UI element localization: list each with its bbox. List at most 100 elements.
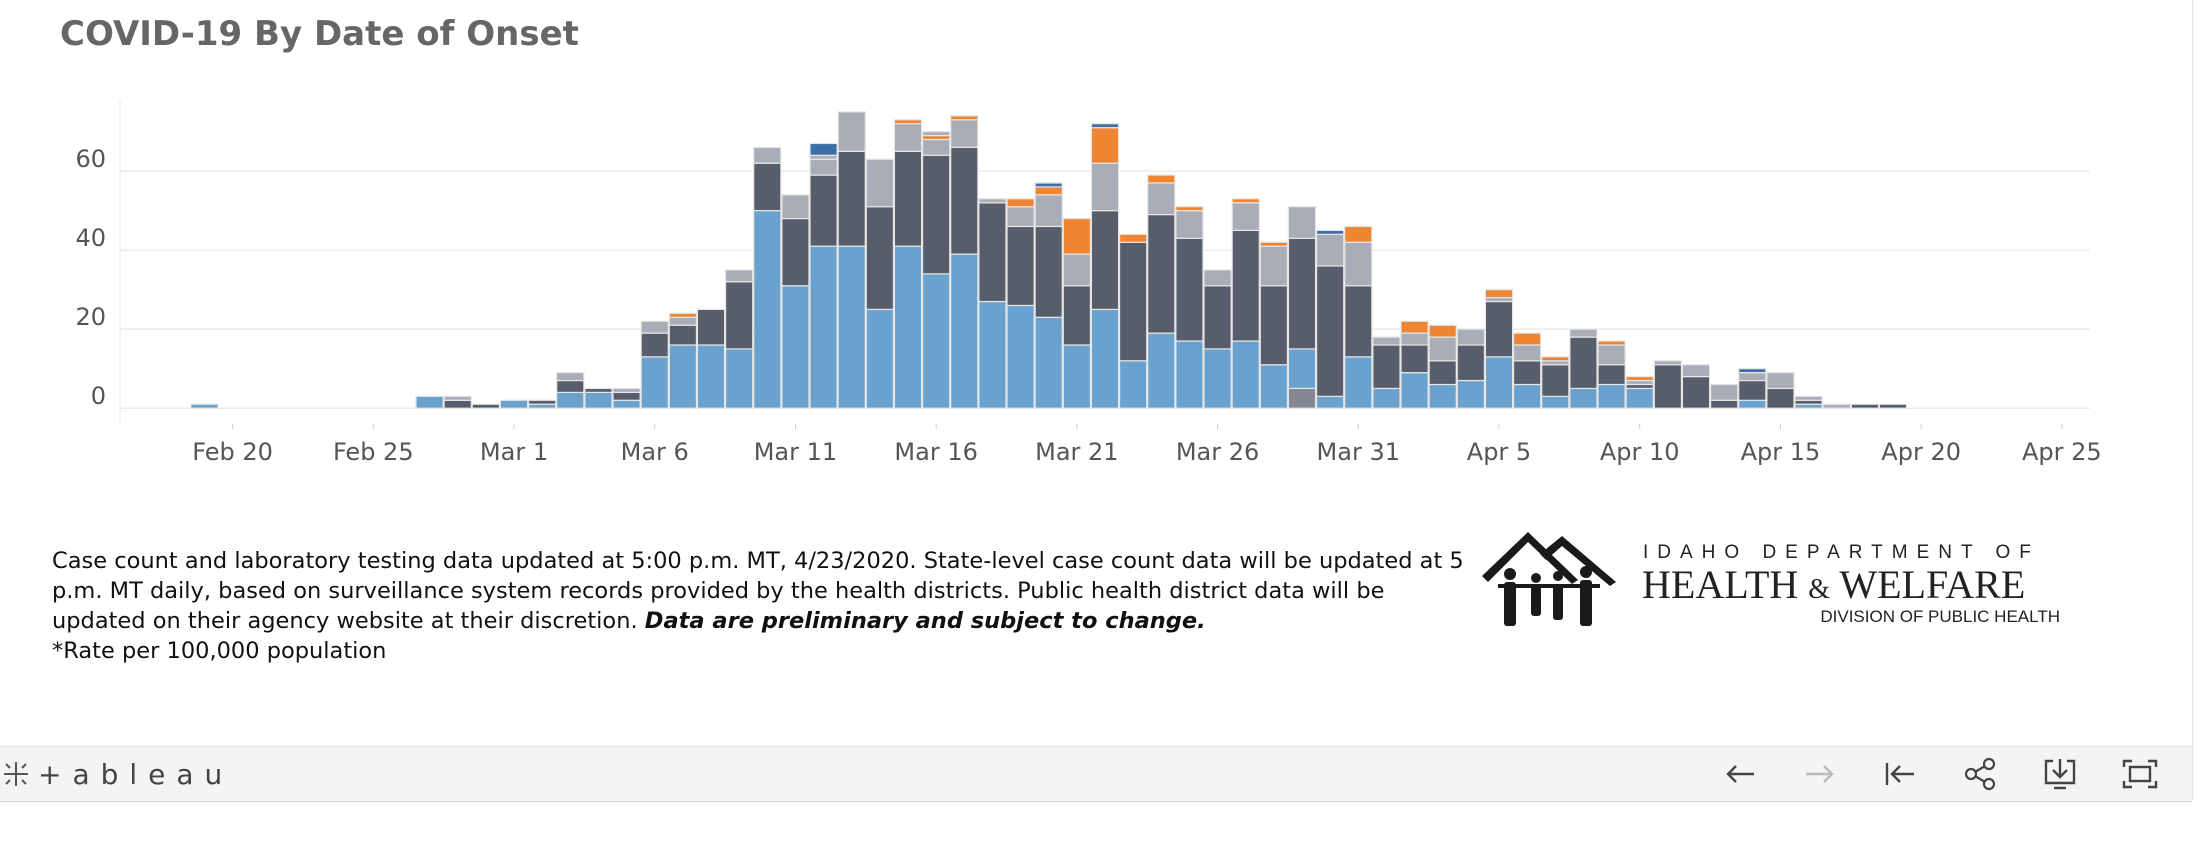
bar-segment[interactable] (1090, 210, 1120, 311)
bar-segment[interactable] (1062, 217, 1092, 255)
bar-segment[interactable] (612, 387, 641, 393)
bar-segment[interactable] (724, 269, 754, 283)
bar-segment[interactable] (1822, 403, 1851, 409)
bar-segment[interactable] (1766, 387, 1795, 409)
bar-segment[interactable] (753, 162, 782, 212)
bar-segment[interactable] (1062, 285, 1092, 346)
bar-segment[interactable] (1625, 375, 1654, 382)
bar-segment[interactable] (724, 281, 754, 350)
bar-segment[interactable] (1315, 233, 1345, 267)
bar-segment[interactable] (893, 123, 923, 152)
bar-segment[interactable] (668, 344, 698, 409)
bar-segment[interactable] (443, 395, 472, 401)
bar-segment[interactable] (1512, 383, 1542, 409)
bar-segment[interactable] (893, 245, 923, 409)
bar-segment[interactable] (1175, 340, 1204, 409)
bar-segment[interactable] (1259, 245, 1289, 287)
bar-segment[interactable] (471, 403, 501, 409)
bar-segment[interactable] (809, 158, 838, 176)
bar-segment[interactable] (1541, 356, 1570, 362)
bar-segment[interactable] (1456, 328, 1486, 346)
bar-segment[interactable] (753, 146, 782, 164)
bar-segment[interactable] (1850, 403, 1880, 409)
bar-segment[interactable] (1681, 364, 1711, 378)
bar-segment[interactable] (1203, 285, 1232, 350)
bar-segment[interactable] (556, 391, 585, 409)
bar-segment[interactable] (809, 174, 838, 247)
bar-segment[interactable] (837, 245, 866, 409)
bar-segment[interactable] (753, 210, 782, 409)
bar-segment[interactable] (668, 312, 698, 318)
bar-segment[interactable] (1569, 387, 1598, 409)
bar-segment[interactable] (1287, 348, 1317, 390)
bar-segment[interactable] (1766, 372, 1795, 390)
bar-segment[interactable] (1147, 213, 1176, 334)
bar-segment[interactable] (1400, 372, 1429, 409)
bar-segment[interactable] (893, 150, 923, 247)
download-icon[interactable] (2040, 755, 2080, 793)
bar-segment[interactable] (668, 316, 698, 326)
bar-segment[interactable] (1541, 364, 1570, 397)
bar-segment[interactable] (1062, 253, 1092, 287)
bar-segment[interactable] (724, 348, 754, 409)
bar-segment[interactable] (1259, 285, 1289, 366)
bar-segment[interactable] (1484, 356, 1514, 409)
bar-segment[interactable] (1484, 289, 1514, 299)
bar-segment[interactable] (921, 154, 951, 275)
bar-segment[interactable] (1512, 344, 1542, 362)
bar-segment[interactable] (1597, 383, 1626, 409)
bar-segment[interactable] (1315, 229, 1345, 235)
bar-segment[interactable] (1315, 395, 1345, 409)
bar-segment[interactable] (1034, 225, 1063, 318)
bar-segment[interactable] (1034, 182, 1063, 188)
undo-icon[interactable] (1720, 755, 1760, 793)
bar-segment[interactable] (1653, 360, 1683, 366)
bar-segment[interactable] (1231, 229, 1260, 342)
bar-segment[interactable] (921, 273, 951, 409)
bar-segment[interactable] (1569, 336, 1598, 390)
bar-segment[interactable] (1709, 383, 1739, 401)
bar-segment[interactable] (1738, 368, 1767, 374)
bar-segment[interactable] (1484, 300, 1514, 358)
bar-segment[interactable] (865, 206, 895, 311)
bar-segment[interactable] (1006, 198, 1035, 208)
bar-segment[interactable] (1118, 360, 1148, 409)
bar-segment[interactable] (1428, 360, 1457, 386)
bar-segment[interactable] (1118, 241, 1148, 362)
bar-segment[interactable] (1794, 395, 1823, 401)
bar-segment[interactable] (1569, 328, 1598, 338)
bar-segment[interactable] (1738, 399, 1767, 409)
bar-segment[interactable] (1175, 237, 1204, 342)
bar-segment[interactable] (556, 372, 585, 382)
bar-segment[interactable] (893, 119, 923, 125)
bar-segment[interactable] (950, 119, 979, 149)
bar-segment[interactable] (809, 245, 838, 409)
bar-segment[interactable] (1428, 383, 1457, 409)
bar-segment[interactable] (1541, 395, 1570, 409)
bar-segment[interactable] (1709, 399, 1739, 409)
bar-segment[interactable] (668, 324, 698, 346)
bar-segment[interactable] (1034, 186, 1063, 196)
bar-segment[interactable] (612, 399, 641, 409)
bar-segment[interactable] (499, 399, 529, 409)
bar-segment[interactable] (640, 332, 669, 358)
bar-segment[interactable] (978, 198, 1007, 204)
bar-segment[interactable] (556, 379, 585, 393)
bar-segment[interactable] (584, 391, 613, 409)
bar-segment[interactable] (781, 194, 810, 220)
bar-segment[interactable] (1681, 375, 1711, 409)
bar-segment[interactable] (1006, 304, 1035, 409)
bar-segment[interactable] (1400, 332, 1429, 346)
bar-segment[interactable] (1203, 269, 1232, 287)
bar-segment[interactable] (1372, 336, 1401, 346)
bar-segment[interactable] (865, 158, 895, 208)
bar-segment[interactable] (1090, 123, 1120, 129)
bar-segment[interactable] (640, 356, 669, 409)
bar-segment[interactable] (1512, 360, 1542, 386)
bar-segment[interactable] (1344, 225, 1373, 243)
bar-segment[interactable] (1344, 285, 1373, 358)
bar-segment[interactable] (921, 131, 951, 137)
bar-segment[interactable] (1175, 206, 1204, 212)
bar-segment[interactable] (837, 111, 866, 152)
bar-segment[interactable] (1287, 206, 1317, 239)
